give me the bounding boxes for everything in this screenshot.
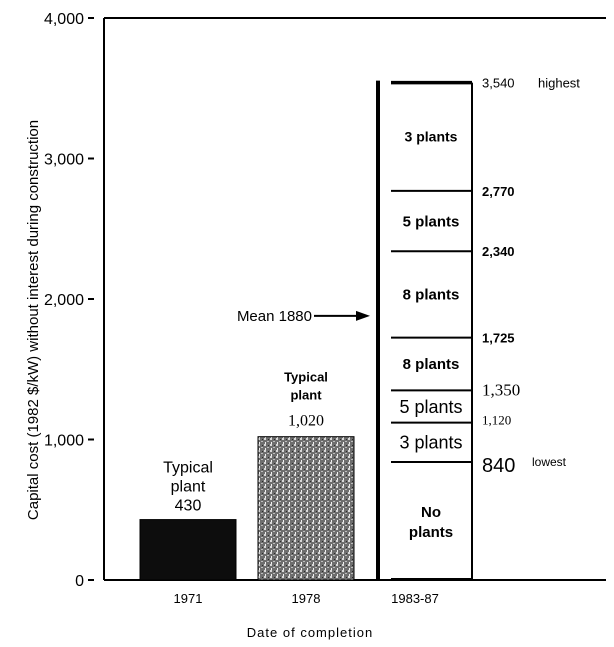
range-boundary-label: 2,770 (482, 184, 515, 199)
bar-value-label: 1,020 (288, 413, 324, 430)
bar-label-line1: Typical (284, 370, 328, 385)
x-tick-label: 1978 (292, 591, 321, 606)
bar-label-line2: plant (171, 479, 206, 496)
range-segment-label: 3 plants (405, 129, 458, 145)
bar-1971 (139, 519, 237, 581)
range-segment-label: 5 plants (403, 213, 460, 230)
x-tick-label: 1983-87 (391, 591, 439, 606)
bar-label-line2: plant (290, 388, 322, 403)
y-tick-label: 4,000 (44, 11, 84, 28)
range-segment-label: 3 plants (399, 433, 462, 453)
y-tick-label: 3,000 (44, 152, 84, 169)
range-boundary-label: 1,350 (482, 380, 520, 399)
x-axis-title: Date of completion (247, 625, 373, 640)
bar-label-line1: Typical (163, 460, 213, 477)
mean-label: Mean 1880 (237, 308, 312, 325)
y-tick-label: 0 (75, 573, 84, 590)
range-segment-label: 8 plants (403, 287, 460, 304)
range-segment-label-line2: plants (409, 524, 453, 541)
mean-arrow-head (356, 310, 370, 321)
range-boundary-label: 2,340 (482, 244, 515, 259)
range-segment-label-line1: No (421, 504, 441, 521)
range-boundary-note: highest (538, 76, 580, 91)
bar-value-label: 430 (175, 498, 202, 515)
range-boundary-label: 1,120 (482, 413, 511, 428)
y-axis-title: Capital cost (1982 $/kW) without interes… (25, 120, 42, 520)
y-tick-label: 2,000 (44, 292, 84, 309)
y-tick-label: 1,000 (44, 433, 84, 450)
range-boundary-label: 3,540 (482, 76, 515, 91)
bar-1978 (257, 436, 355, 581)
x-tick-label: 1971 (174, 591, 203, 606)
range-boundary-note: lowest (532, 455, 567, 469)
range-boundary-label: 840 (482, 455, 515, 477)
range-segment-label: 8 plants (403, 356, 460, 373)
range-segment-label: 5 plants (399, 397, 462, 417)
range-boundary-label: 1,725 (482, 331, 515, 346)
